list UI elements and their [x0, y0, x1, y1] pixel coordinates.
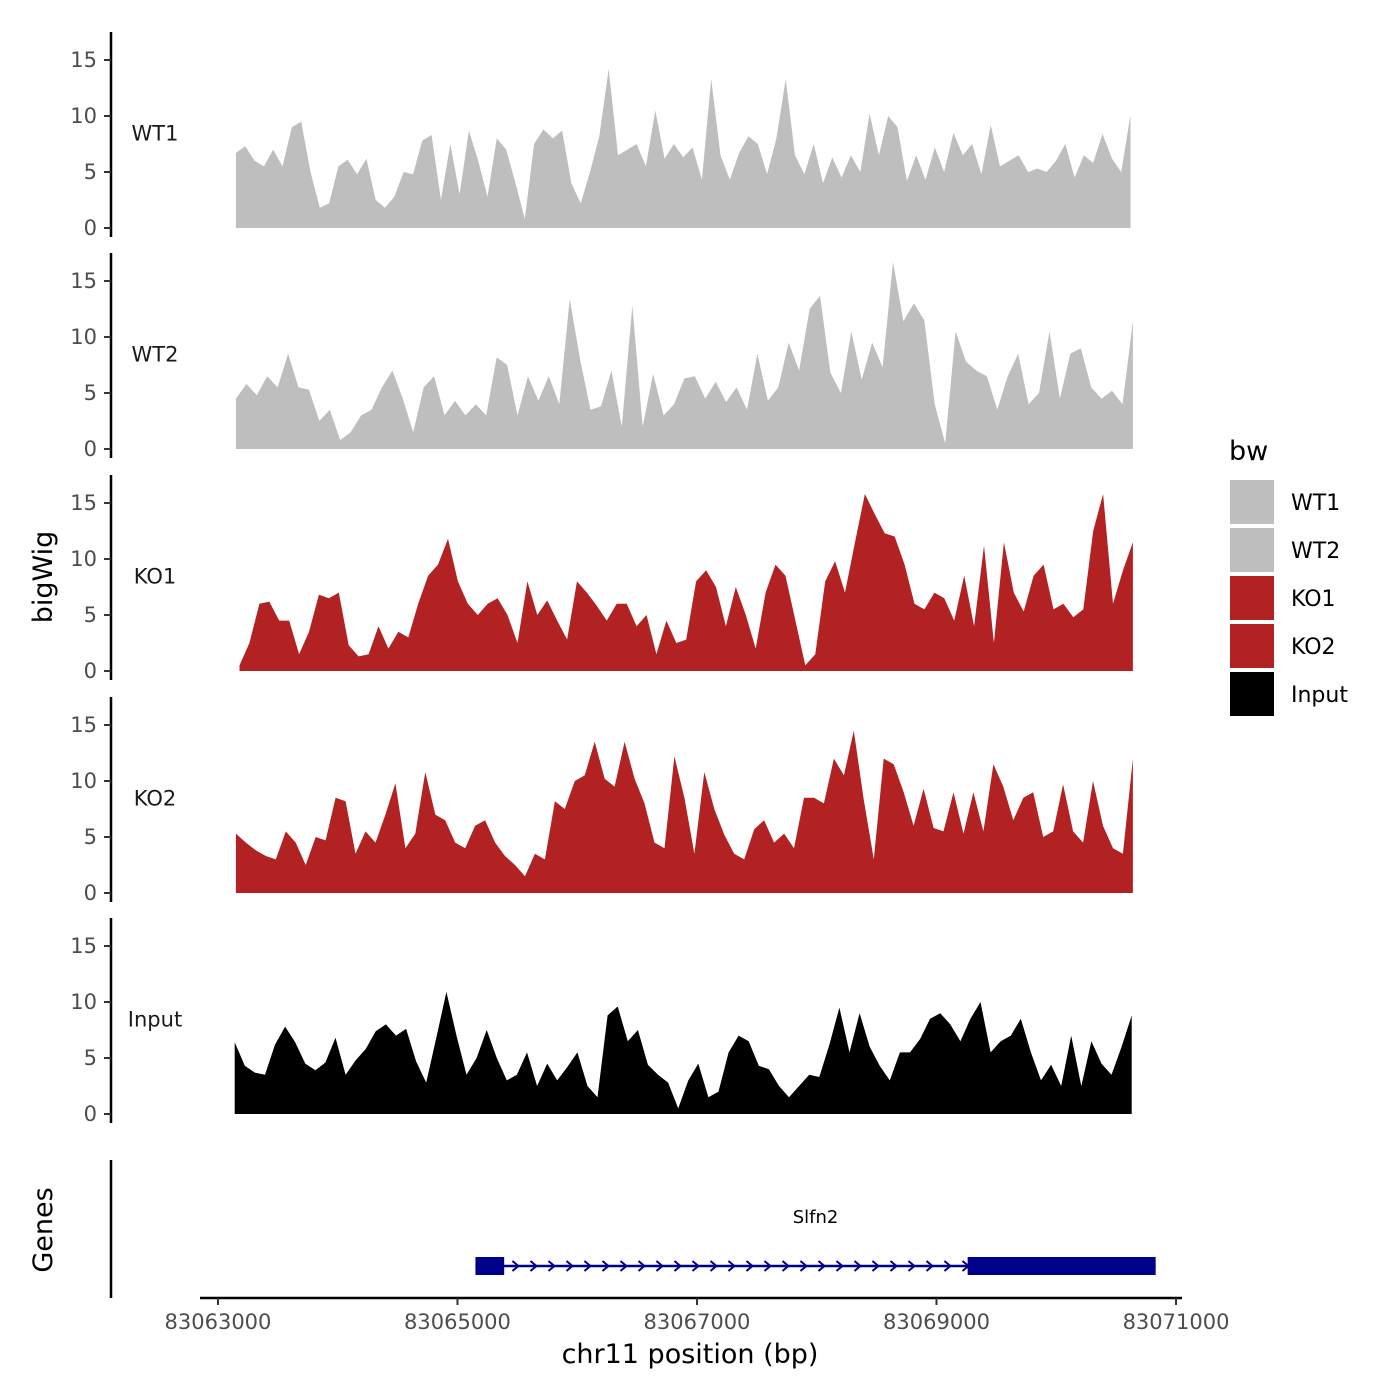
area-ko2: [235, 730, 1133, 893]
y-tick-label-ko1-0: 0: [84, 659, 97, 683]
y-tick-label-ko1-15: 15: [70, 491, 97, 515]
signal-tracks: 0 5 10 15 WT1 0 5 10 15 WT2 0 5 10 15 KO1 0 5 10 15 KO2 0 5 10…: [70, 32, 1133, 1126]
legend-label-wt1: WT1: [1291, 491, 1340, 516]
track-ko1: 0 5 10 15 KO1: [70, 475, 1133, 683]
x-tick-label-83067000: 83067000: [644, 1310, 751, 1334]
legend: bw WT1 WT2 KO1 KO2 Input: [1229, 436, 1348, 716]
track-label-ko2: KO2: [134, 787, 177, 811]
strand-arrow: [763, 1260, 773, 1272]
strand-arrow: [619, 1260, 629, 1272]
y-tick-label-ko1-5: 5: [84, 603, 97, 627]
y-tick-label-input-15: 15: [70, 934, 97, 958]
x-axis-title: chr11 position (bp): [562, 1339, 819, 1370]
strand-arrow: [817, 1260, 827, 1272]
strand-arrow: [799, 1260, 809, 1272]
track-input: 0 5 10 15 Input: [70, 918, 1132, 1126]
track-wt2: 0 5 10 15 WT2: [70, 253, 1133, 461]
y-tick-label-wt1-10: 10: [70, 104, 97, 128]
legend-title: bw: [1229, 436, 1268, 467]
strand-arrow: [529, 1260, 539, 1272]
strand-arrow: [547, 1260, 557, 1272]
y-tick-label-wt2-15: 15: [70, 269, 97, 293]
strand-arrow: [583, 1260, 593, 1272]
area-wt1: [235, 69, 1131, 228]
legend-label-ko1: KO1: [1291, 587, 1336, 612]
legend-key-ko2: [1230, 624, 1274, 668]
strand-arrow: [601, 1260, 611, 1272]
y-tick-label-wt2-10: 10: [70, 325, 97, 349]
area-wt2: [235, 262, 1133, 449]
y-tick-label-input-0: 0: [84, 1102, 97, 1126]
legend-key-wt2: [1230, 528, 1274, 572]
strand-arrow: [511, 1260, 521, 1272]
strand-arrow: [907, 1260, 917, 1272]
y-tick-label-wt2-0: 0: [84, 437, 97, 461]
genes-track: Genes Slfn2: [28, 1160, 1156, 1298]
strand-arrow: [853, 1260, 863, 1272]
gene-name-label: Slfn2: [793, 1207, 839, 1228]
legend-key-wt1: [1230, 480, 1274, 524]
y-tick-label-ko2-15: 15: [70, 713, 97, 737]
strand-arrow: [565, 1260, 575, 1272]
y-tick-label-ko2-10: 10: [70, 769, 97, 793]
strand-arrow: [637, 1260, 647, 1272]
strand-arrow: [655, 1260, 665, 1272]
track-wt1: 0 5 10 15 WT1: [70, 32, 1131, 240]
y-tick-label-wt1-0: 0: [84, 216, 97, 240]
area-ko1: [239, 494, 1133, 671]
track-label-input: Input: [128, 1008, 182, 1032]
x-tick-label-83065000: 83065000: [404, 1310, 511, 1334]
y-axis-title: bigWig: [28, 531, 59, 624]
strand-arrow: [745, 1260, 755, 1272]
strand-arrow: [943, 1260, 953, 1272]
legend-key-input: [1230, 672, 1274, 716]
track-label-wt1: WT1: [132, 122, 179, 146]
y-tick-label-input-5: 5: [84, 1046, 97, 1070]
y-tick-label-ko2-5: 5: [84, 825, 97, 849]
strand-arrow: [781, 1260, 791, 1272]
gene-exon-1: [475, 1257, 505, 1275]
area-input: [234, 991, 1132, 1114]
x-axis: chr11 position (bp) 83063000 83065000 8306…: [165, 1296, 1230, 1370]
strand-arrow: [925, 1260, 935, 1272]
strand-arrow: [835, 1260, 845, 1272]
x-tick-label-83071000: 83071000: [1123, 1310, 1230, 1334]
y-tick-label-ko1-10: 10: [70, 547, 97, 571]
legend-label-ko2: KO2: [1291, 635, 1336, 660]
legend-key-ko1: [1230, 576, 1274, 620]
y-tick-label-ko2-0: 0: [84, 881, 97, 905]
gene-exon-2: [967, 1257, 1156, 1275]
track-ko2: 0 5 10 15 KO2: [70, 697, 1133, 905]
strand-arrow: [889, 1260, 899, 1272]
track-label-ko1: KO1: [134, 565, 177, 589]
y-tick-label-wt2-5: 5: [84, 381, 97, 405]
legend-label-input: Input: [1291, 683, 1348, 708]
legend-label-wt2: WT2: [1291, 539, 1340, 564]
track-label-wt2: WT2: [132, 343, 179, 367]
y-tick-label-wt1-5: 5: [84, 160, 97, 184]
strand-arrow: [691, 1260, 701, 1272]
genes-track-label: Genes: [28, 1187, 59, 1272]
strand-arrow: [727, 1260, 737, 1272]
x-tick-label-83063000: 83063000: [165, 1310, 272, 1334]
strand-arrow: [871, 1260, 881, 1272]
y-tick-label-wt1-15: 15: [70, 48, 97, 72]
x-tick-label-83069000: 83069000: [883, 1310, 990, 1334]
strand-arrow: [709, 1260, 719, 1272]
gene-slfn2: [475, 1257, 1156, 1275]
y-tick-label-input-10: 10: [70, 990, 97, 1014]
strand-arrow: [673, 1260, 683, 1272]
